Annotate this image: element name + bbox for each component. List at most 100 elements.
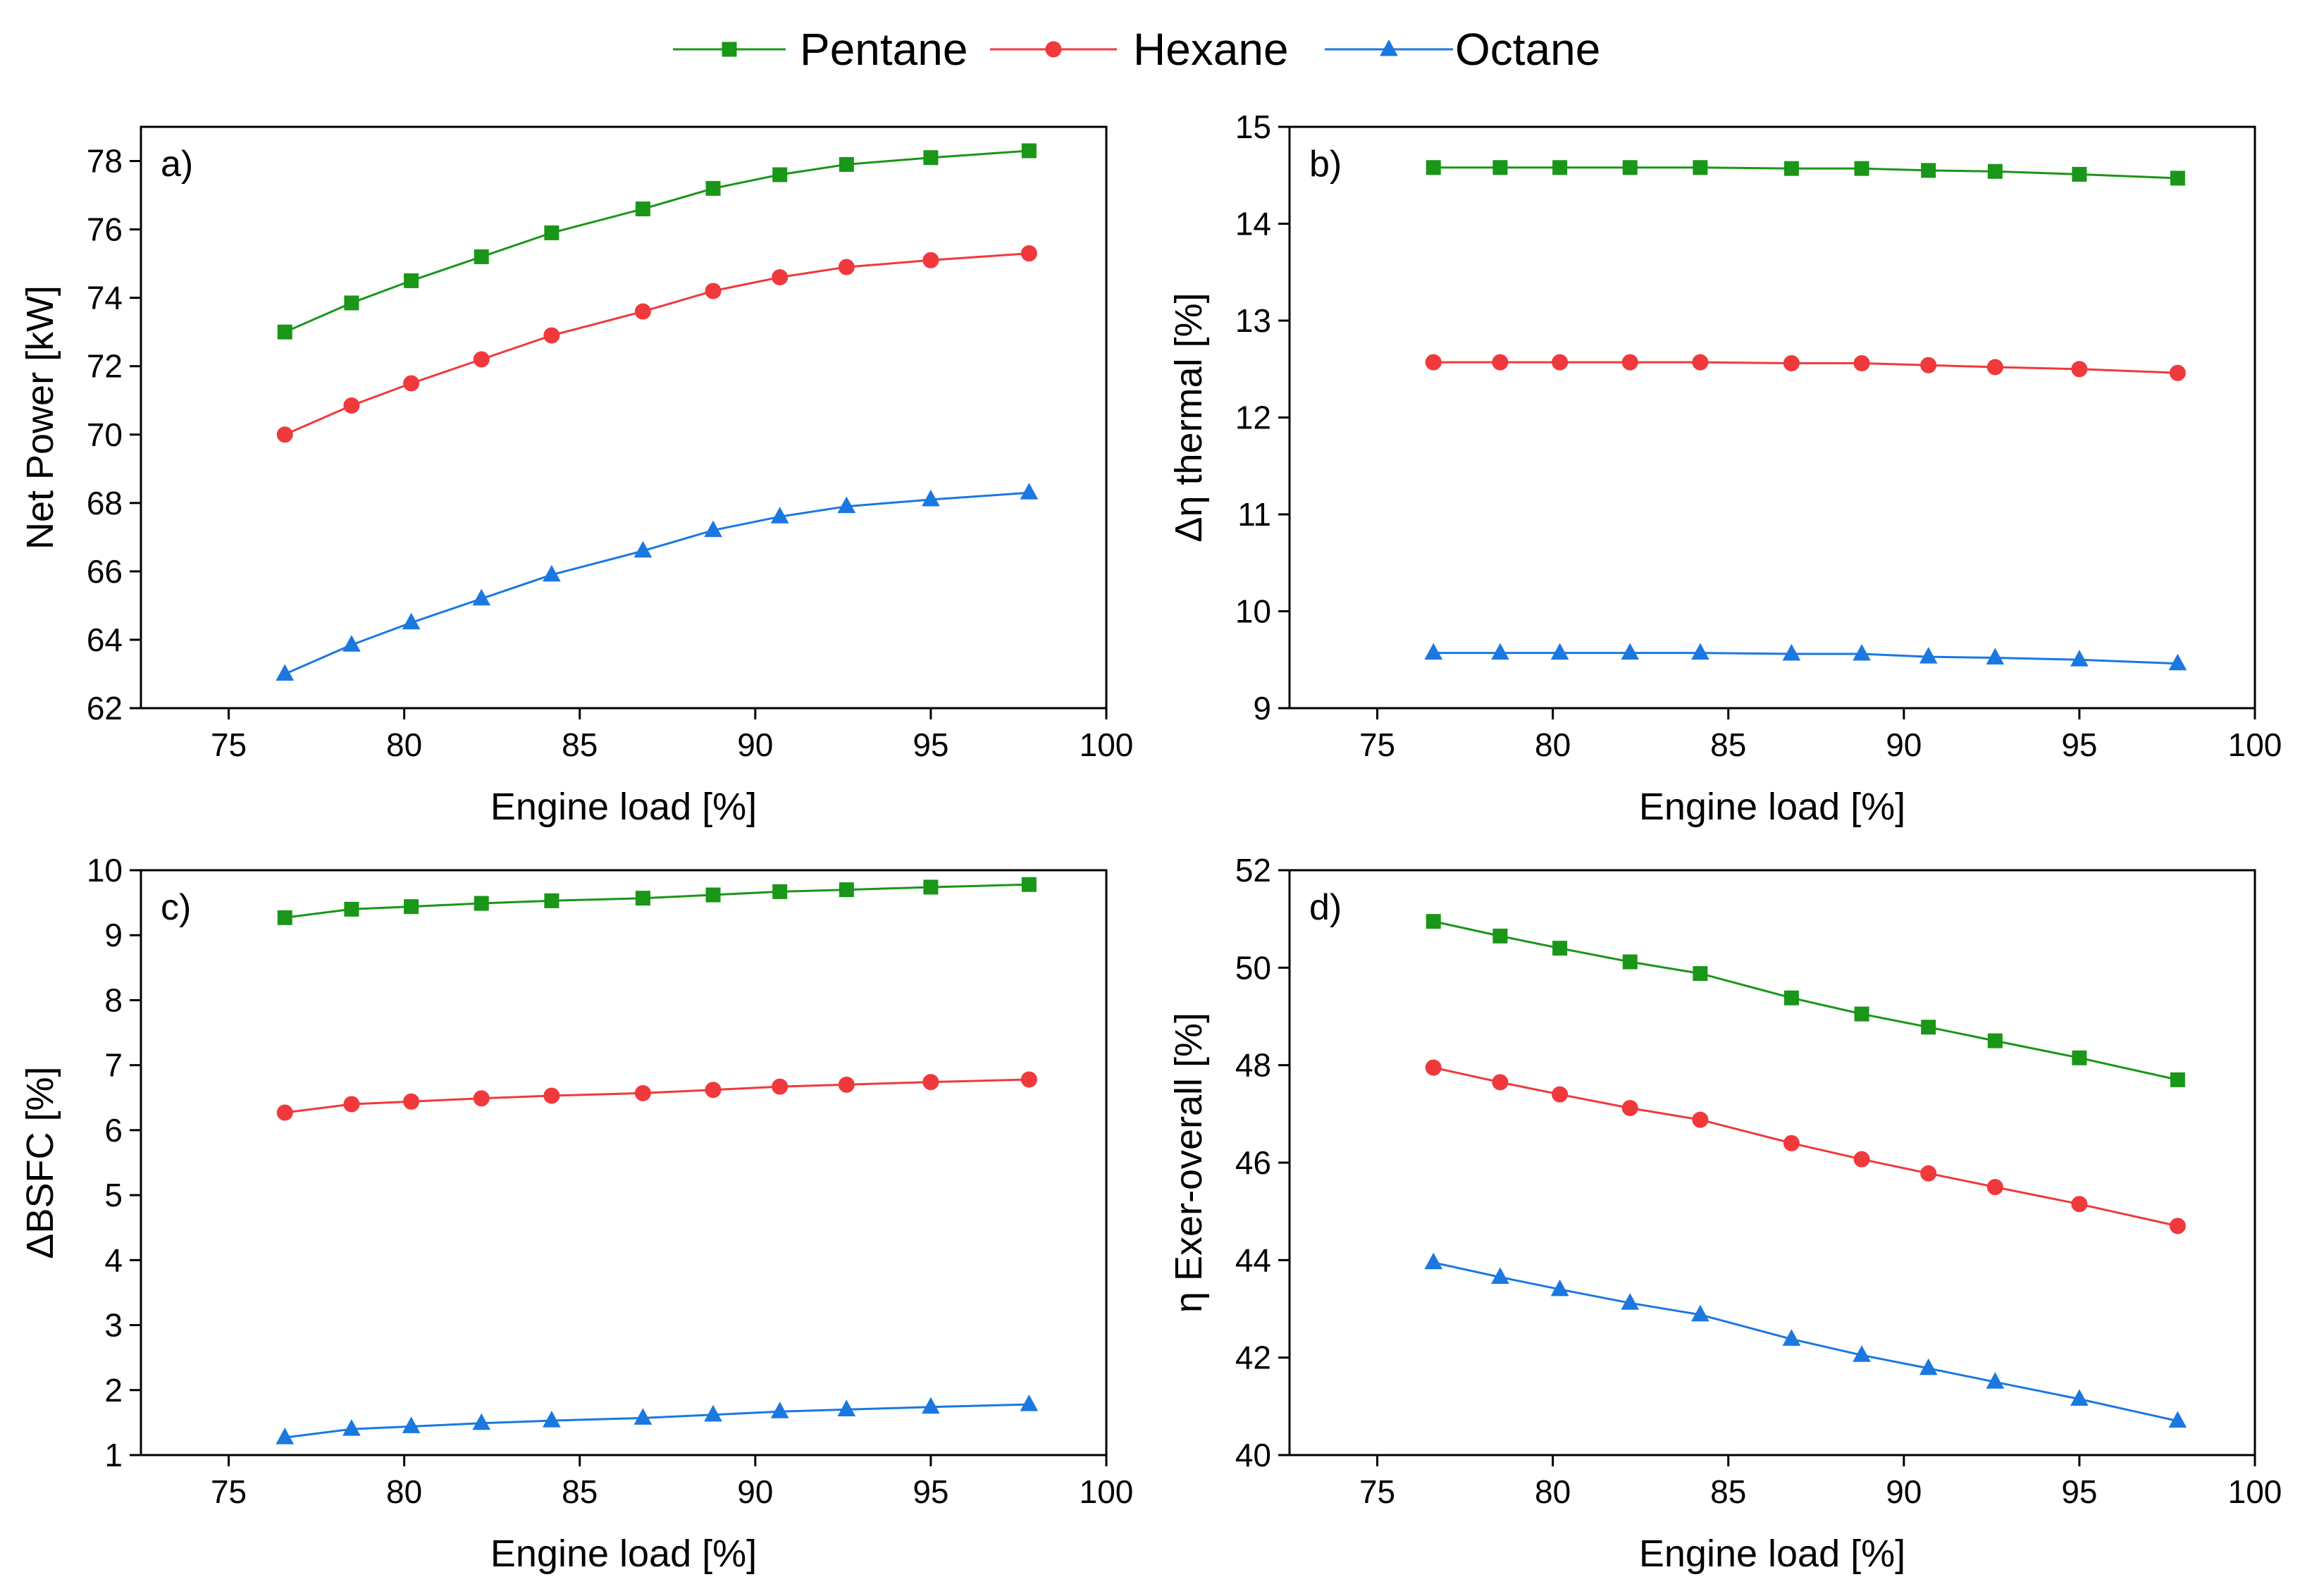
- panel-d-series-hexane-line: [1433, 1066, 2178, 1227]
- panel-d-series-hexane-point: [1621, 1100, 1638, 1117]
- panel-d-series-pentane-point: [1552, 941, 1568, 956]
- panel-b-series-octane-point: [1621, 643, 1640, 660]
- panel-c-y-tick-label: 9: [104, 917, 123, 953]
- panel-b-series-hexane-point: [1986, 359, 2003, 376]
- panel-a-series-octane-point: [633, 540, 653, 558]
- panel-d-x-axis-label: Engine load [%]: [1639, 1533, 1905, 1575]
- panel-c-y-tick-label: 4: [104, 1242, 123, 1278]
- panel-c-series-pentane-point: [344, 901, 359, 917]
- legend-octane-label: Octane: [1455, 24, 1600, 75]
- panel-b-x-tick-label: 75: [1359, 726, 1395, 763]
- panel-a-series-hexane-point: [772, 269, 789, 286]
- panel-c-series-hexane-point: [343, 1096, 360, 1113]
- panel-a-series-octane-point: [342, 635, 361, 652]
- panel-c-series-hexane-point: [705, 1082, 722, 1099]
- panel-c-series-octane: [276, 1394, 1039, 1445]
- panel-a-y-tick-label: 78: [87, 143, 123, 180]
- panel-c-series-hexane-point: [1020, 1071, 1037, 1088]
- panel-c-series-hexane-point: [772, 1078, 789, 1095]
- panel-b-series-pentane-point: [1987, 163, 2003, 179]
- panel-c-series-octane-point: [342, 1419, 361, 1436]
- panel-a-series-hexane-point: [403, 375, 420, 392]
- panel-d-series-hexane-point: [1692, 1111, 1709, 1128]
- panel-c-series-hexane-point: [403, 1093, 420, 1110]
- panel-d-y-tick-label: 46: [1235, 1144, 1271, 1181]
- panel-c-series-pentane-point: [772, 884, 788, 899]
- panel-b-y-tick-label: 11: [1237, 496, 1271, 533]
- panel-a-x-tick-label: 85: [562, 726, 598, 763]
- panel-b-series-hexane-point: [1621, 354, 1638, 371]
- panel-b-series-octane: [1424, 643, 2187, 671]
- panel-c-series-octane-point: [922, 1397, 940, 1414]
- panel-c-tag: c): [161, 887, 191, 928]
- panel-b-x-tick-label: 100: [2228, 726, 2282, 763]
- panel-b-series-hexane: [1425, 354, 2186, 381]
- panel-a-x-axis-label: Engine load [%]: [490, 786, 757, 828]
- panel-a-y-axis-label: Net Power [kW]: [19, 285, 61, 550]
- panel-d-series-octane-point: [1986, 1372, 2005, 1389]
- panel-d-series-octane-point: [2070, 1389, 2089, 1406]
- panel-c-y-tick-label: 3: [104, 1307, 123, 1344]
- panel-c-series-pentane-point: [705, 887, 721, 903]
- panel-c-y-tick-label: 6: [104, 1112, 123, 1149]
- panel-c-x-tick-label: 95: [913, 1473, 948, 1510]
- panel-b-series-octane-line: [1433, 652, 2178, 665]
- panel-b-series-hexane-line: [1433, 361, 2178, 374]
- panel-b-y-tick-label: 14: [1235, 206, 1271, 242]
- panel-a-y-tick-label: 72: [87, 348, 123, 385]
- panel-a-series-pentane-point: [1021, 143, 1037, 159]
- panel-d-series-pentane-point: [1492, 928, 1508, 944]
- panel-b-series-hexane-point: [2071, 361, 2088, 378]
- panel-a-x-tick-label: 80: [386, 726, 422, 763]
- panel-a-y-tick-label: 74: [87, 280, 123, 316]
- panel-a-y-tick-label: 68: [87, 485, 123, 521]
- panel-b-frame: [1288, 125, 2256, 710]
- panel-d-series-octane-point: [1491, 1267, 1509, 1285]
- panel-c-x-tick-label: 90: [737, 1473, 773, 1510]
- panel-a-series-hexane: [276, 245, 1037, 443]
- panel-d-series-octane-point: [1424, 1252, 1443, 1270]
- panel-b-series-octane-point: [1550, 643, 1569, 660]
- panel-b-series-octane-point: [2168, 653, 2187, 671]
- panel-a-series-hexane-line: [284, 252, 1030, 436]
- panel-a-series-hexane-point: [543, 327, 560, 344]
- panel-b-y-tick-label: 9: [1253, 690, 1271, 726]
- panel-d-series-octane-point: [1853, 1345, 1871, 1362]
- panel-a-series-pentane-point: [474, 249, 489, 264]
- panel-c-x-tick-label: 80: [386, 1473, 422, 1510]
- panel-d-y-tick-label: 40: [1235, 1437, 1271, 1473]
- panel-b-series-hexane-point: [1552, 354, 1569, 371]
- panel-c-series-octane-point: [770, 1402, 789, 1418]
- panel-a-series-octane-line: [284, 491, 1030, 675]
- panel-c-y-tick-label: 2: [104, 1372, 123, 1409]
- panel-a-x-tick-label: 100: [1080, 726, 1134, 763]
- panel-a-series-pentane-point: [772, 167, 788, 183]
- panel-b-series-hexane-point: [2169, 364, 2186, 381]
- panel-b-series-pentane-point: [1622, 160, 1638, 175]
- panel-c-series-hexane-point: [922, 1074, 939, 1091]
- panel-d: 75 80 85 90 95 100 40 42 44 46 48 50 52 Engine load […: [1168, 852, 2282, 1575]
- panel-a-y-tick-label: 76: [87, 211, 123, 248]
- panel-a-x-tick-label: 75: [211, 726, 247, 763]
- panel-b-x-tick-label: 90: [1886, 726, 1922, 763]
- panel-a-series-hexane-point: [473, 351, 490, 368]
- panel-c-series-pentane-point: [1021, 877, 1037, 892]
- panel-a-series-pentane-point: [544, 225, 559, 240]
- panel-b-y-tick-label: 10: [1235, 593, 1271, 630]
- panel-a-y-tick-label: 66: [87, 553, 123, 590]
- panel-c-series-hexane-point: [473, 1090, 490, 1107]
- panel-a-tag: a): [161, 144, 193, 185]
- panel-a-series-octane-point: [770, 507, 789, 524]
- panel-b-series-pentane-point: [1492, 160, 1508, 175]
- panel-d-x-tick-label: 100: [2228, 1473, 2282, 1510]
- panel-c: 75 80 85 90 95 100 1 2 3 4 5 6 7 8 9 10 Engine load [%] Δ…: [19, 852, 1133, 1575]
- panel-d-series-hexane-point: [1986, 1179, 2003, 1196]
- panel-b-series-pentane-point: [1426, 160, 1441, 175]
- panel-b-tag: b): [1309, 144, 1342, 185]
- panel-c-series-hexane: [276, 1071, 1037, 1121]
- panel-c-series-pentane-point: [839, 882, 854, 898]
- panel-c-series-hexane-point: [543, 1087, 560, 1104]
- panel-d-series-octane-line: [1433, 1261, 2178, 1423]
- panel-c-x-tick-label: 100: [1080, 1473, 1134, 1510]
